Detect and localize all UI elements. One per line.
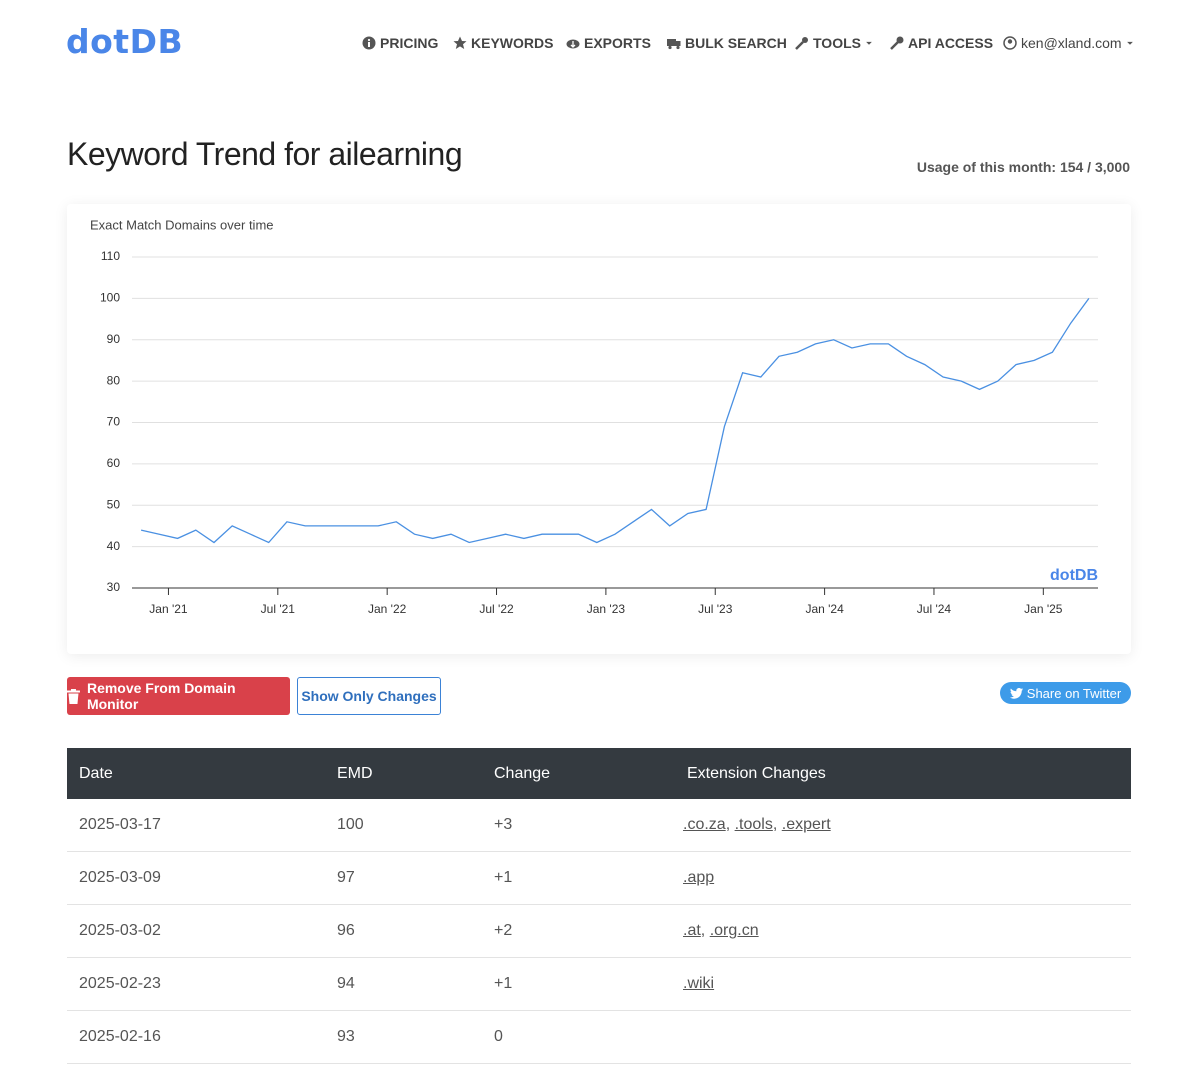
column-header: Extension Changes (675, 748, 1131, 799)
table-cell: 2025-02-16 (67, 1010, 325, 1064)
table-row: 2025-03-02 96 +2 .at, .org.cn (67, 904, 1131, 958)
extension-link[interactable]: .at (683, 922, 701, 939)
x-tick-label: Jul '24 (917, 602, 952, 616)
table-row: 2025-02-16 93 0 (67, 1010, 1131, 1064)
extension-cell (675, 1010, 1131, 1064)
button-label: Share on Twitter (1026, 685, 1122, 701)
twitter-button[interactable]: Share on Twitter (1000, 682, 1131, 704)
nav-label: API ACCESS (908, 35, 994, 51)
extension-link[interactable]: .co.za (683, 816, 726, 833)
table-row: 2025-02-23 94 +1 .wiki (67, 957, 1131, 1011)
table-cell: 2025-02-23 (67, 957, 325, 1011)
table-row: 2025-03-17 100 +3 .co.za, .tools, .expert (67, 799, 1131, 852)
table-row: 2025-03-09 97 +1 .app (67, 851, 1131, 905)
x-tick-label: Jul '23 (698, 602, 733, 616)
y-tick-label: 60 (107, 456, 121, 470)
y-tick-label: 110 (101, 249, 120, 263)
y-tick-label: 40 (107, 539, 121, 553)
table-cell: 2025-03-09 (67, 851, 325, 905)
column-header: Date (67, 748, 325, 799)
table-cell: 94 (325, 957, 482, 1011)
x-tick-label: Jan '24 (805, 602, 844, 616)
nav-bulk-search[interactable]: BULK SEARCH (667, 35, 787, 51)
nav-label: BULK SEARCH (685, 35, 787, 51)
nav-label: KEYWORDS (471, 35, 554, 51)
x-tick-label: Jul '21 (261, 602, 296, 616)
table-cell: 2025-03-02 (67, 904, 325, 958)
table-cell: 2025-03-17 (67, 799, 325, 852)
remove-button[interactable]: Remove From Domain Monitor (67, 677, 290, 715)
table-cell: 96 (325, 904, 482, 958)
x-tick-label: Jul '22 (479, 602, 514, 616)
nav-label: EXPORTS (584, 35, 651, 51)
x-tick-label: Jan '23 (587, 602, 626, 616)
nav-label: PRICING (380, 35, 439, 51)
extension-link[interactable]: .org.cn (709, 922, 759, 939)
chart-credit: dotDB (1050, 567, 1098, 584)
nav-exports[interactable]: EXPORTS (566, 35, 651, 51)
x-tick-label: Jan '22 (368, 602, 407, 616)
extension-cell: .wiki (675, 957, 1131, 1011)
navbar: dotDB PRICING KEYWORDS EXPORTS BULK SEAR… (0, 0, 1200, 88)
table-cell: 0 (482, 1010, 675, 1064)
table: Date EMD Change Extension Changes 2025-03-17… (67, 748, 1131, 1064)
table-cell: 100 (325, 799, 482, 852)
nav-keywords[interactable]: KEYWORDS (453, 35, 553, 51)
table-cell: +3 (482, 799, 675, 852)
y-tick-label: 70 (107, 415, 121, 429)
button-label: Show Only Changes (301, 688, 437, 704)
extension-link[interactable]: .app (683, 869, 715, 886)
separator: , (772, 816, 778, 833)
column-header: Change (482, 748, 675, 799)
table-body: 2025-03-17 100 +3 .co.za, .tools, .expert 20… (67, 799, 1131, 1064)
extension-cell: .at, .org.cn (675, 904, 1131, 958)
table-cell: +2 (482, 904, 675, 958)
changes-button[interactable]: Show Only Changes (297, 677, 441, 715)
chart: Exact Match Domains over time 30 40 50 60 70… (90, 217, 1098, 616)
table-cell: +1 (482, 957, 675, 1011)
nav-api-access[interactable]: API ACCESS (890, 35, 993, 51)
table-cell: 93 (325, 1010, 482, 1064)
trend-line (140, 298, 1090, 544)
chart-card: Exact Match Domains over time 30 40 50 60 70… (67, 204, 1131, 654)
trash-icon (67, 688, 80, 704)
y-tick-label: 100 (100, 291, 120, 305)
extension-link[interactable]: .expert (781, 816, 831, 833)
nav-tools[interactable]: TOOLS (795, 35, 873, 51)
extension-link[interactable]: .tools (734, 816, 773, 833)
y-tick-label: 80 (107, 373, 121, 387)
nav-pricing[interactable]: PRICING (362, 35, 438, 51)
table-cell: 97 (325, 851, 482, 905)
logo[interactable]: dotDB (66, 22, 184, 61)
extension-link[interactable]: .wiki (683, 975, 715, 992)
nav-label: TOOLS (813, 35, 861, 51)
table-header: Date EMD Change Extension Changes (67, 748, 1131, 799)
table-cell: +1 (482, 851, 675, 905)
y-tick-label: 30 (107, 580, 121, 594)
button-label: Remove From Domain Monitor (86, 680, 236, 712)
twitter-icon (1009, 687, 1023, 699)
extension-cell: .app (675, 851, 1131, 905)
column-header: EMD (325, 748, 482, 799)
separator: , (725, 816, 731, 833)
nav-account[interactable]: ken@xland.com (1003, 35, 1134, 51)
x-tick-label: Jan '25 (1024, 602, 1063, 616)
usage: Usage of this month: 154 / 3,000 (916, 159, 1130, 175)
page-title: Keyword Trend for ailearning (67, 136, 463, 172)
y-tick-label: 90 (107, 332, 121, 346)
separator: , (700, 922, 706, 939)
nav-label: ken@xland.com (1021, 35, 1122, 51)
chart-title: Exact Match Domains over time (90, 217, 274, 232)
y-tick-label: 50 (107, 497, 121, 511)
x-tick-label: Jan '21 (149, 602, 188, 616)
extension-cell: .co.za, .tools, .expert (675, 799, 1131, 852)
